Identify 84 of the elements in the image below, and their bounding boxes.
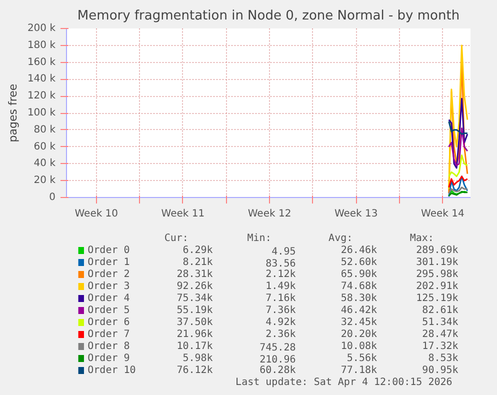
text: 2.36k: [266, 329, 296, 340]
legend-label: Order 10: [88, 365, 136, 376]
text: Avg:: [328, 233, 353, 244]
line-series: [448, 176, 468, 198]
text: 28.31k: [176, 269, 213, 280]
text: 745.28: [260, 342, 296, 354]
legend-label: Order 5: [88, 305, 130, 316]
text: 2.12k: [266, 269, 296, 280]
text: 26.46k: [340, 245, 378, 256]
legend-label: Order 4: [88, 293, 130, 304]
text: 210.96: [260, 354, 296, 366]
y-tick-label: 180 k: [27, 40, 56, 51]
text: 58.30k: [340, 293, 378, 304]
chart-title: Memory fragmentation in Node 0, zone Normal - by month: [77, 8, 460, 24]
text: 77.18k: [340, 365, 378, 376]
y-axis-title: pages free: [6, 84, 20, 142]
text: 202.91k: [416, 281, 458, 292]
text: Cur:: [164, 233, 188, 244]
text: 65.90k: [340, 269, 378, 280]
text: 60.28k: [260, 365, 296, 376]
text: 37.50k: [176, 317, 213, 328]
y-tick-label: 80 k: [34, 124, 56, 136]
legend-label: Order 9: [88, 353, 130, 364]
legend-label: Order 3: [88, 281, 130, 292]
text: 8.53k: [428, 353, 458, 364]
text: 289.69k: [416, 245, 458, 256]
text: 28.47k: [422, 329, 458, 340]
text: 5.56k: [346, 353, 378, 364]
line-series: [448, 98, 468, 169]
y-tick-label: 20 k: [34, 175, 56, 186]
text: 301.19k: [416, 257, 458, 268]
legend-label: Order 2: [88, 269, 130, 280]
text: Last update: Sat Apr 4 12:00:15 2026: [236, 377, 452, 388]
y-tick-label: 0: [49, 192, 56, 203]
x-tick-label: Week 11: [161, 208, 205, 220]
text: 10.08k: [340, 341, 378, 352]
text: 17.32k: [422, 341, 458, 352]
y-tick-label: 120 k: [27, 90, 56, 102]
legend-label: Order 7: [88, 329, 130, 340]
y-tick-label: 160 k: [27, 56, 56, 68]
text: 295.98k: [416, 269, 458, 280]
y-tick-label: 200 k: [27, 23, 56, 34]
text: 125.19k: [416, 293, 458, 304]
text: 4.95: [272, 246, 296, 258]
x-tick-label: Week 13: [334, 208, 378, 220]
y-tick-label: 140 k: [27, 74, 56, 85]
text: 51.34k: [422, 317, 458, 328]
line-series: [448, 154, 468, 178]
text: 7.36k: [266, 305, 296, 316]
x-tick-label: Week 14: [421, 208, 464, 220]
text: 76.12k: [176, 365, 213, 376]
text: 90.95k: [422, 365, 458, 376]
text: 6.29k: [182, 245, 213, 256]
text: 8.21k: [182, 257, 213, 268]
text: Max:: [410, 233, 434, 244]
text: 46.42k: [340, 305, 378, 316]
line-series: [448, 127, 468, 166]
y-tick-label: 60 k: [34, 141, 56, 152]
text: 4.92k: [266, 317, 296, 328]
text: 52.60k: [340, 257, 378, 268]
text: 82.61k: [422, 305, 458, 316]
text: 75.34k: [176, 293, 213, 304]
legend-label: Order 1: [88, 257, 130, 268]
x-tick-label: Week 12: [248, 208, 292, 220]
y-tick-label: 100 k: [27, 108, 56, 118]
text: 32.45k: [340, 317, 378, 328]
text: 83.56: [266, 258, 296, 270]
legend-label: Order 8: [88, 341, 130, 352]
text: 21.96k: [176, 329, 213, 340]
text: 92.26k: [176, 281, 213, 292]
text: 20.20k: [340, 329, 378, 340]
text: Min:: [247, 233, 272, 244]
text: 5.98k: [182, 353, 213, 364]
x-tick-label: Week 10: [74, 208, 118, 220]
line-series: [448, 120, 468, 135]
text: 1.49k: [266, 281, 296, 292]
line-series: [448, 176, 468, 188]
text: 55.19k: [176, 305, 213, 316]
y-tick-label: 40 k: [34, 158, 56, 170]
text: 7.16k: [266, 293, 296, 304]
legend-label: Order 6: [88, 317, 130, 328]
text: 10.17k: [176, 341, 213, 352]
legend-label: Order 0: [88, 245, 130, 256]
text: 74.68k: [340, 281, 378, 292]
